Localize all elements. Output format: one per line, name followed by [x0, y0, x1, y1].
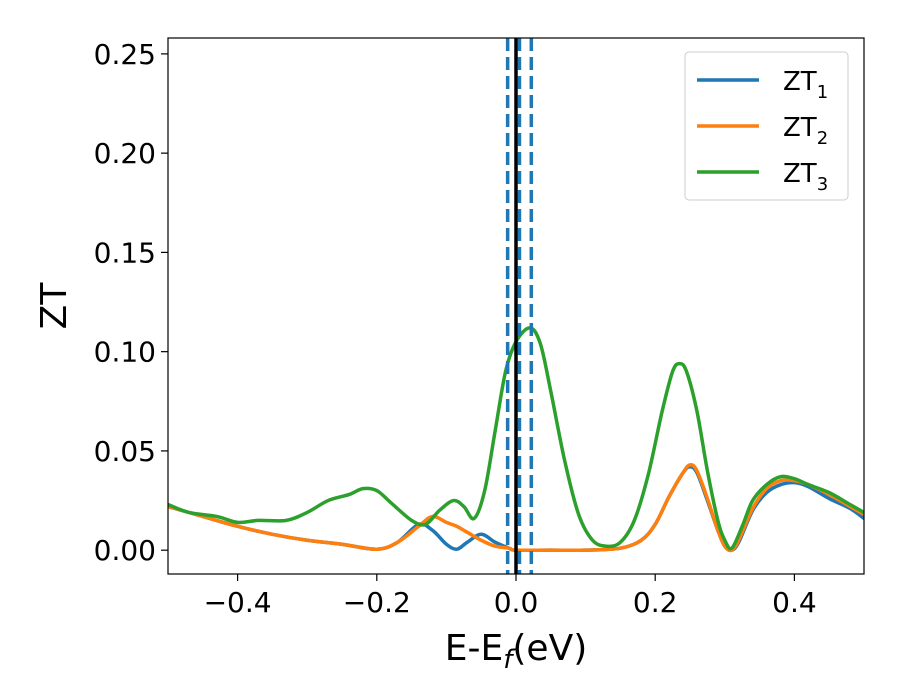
y-tick-label: 0.25 [94, 38, 156, 71]
x-tick-label: 0.4 [772, 586, 817, 619]
plot-layer [168, 326, 864, 553]
x-axis-label: E-Ef(eV) [445, 628, 588, 675]
x-axis-label-unit: (eV) [512, 628, 587, 669]
legend-entry-zt2: ZT2 [697, 113, 828, 149]
x-tick-label: −0.4 [204, 586, 272, 619]
series-line-zt3 [168, 326, 864, 551]
y-tick-label: 0.05 [94, 435, 156, 468]
y-axis-ticks: 0.00 0.05 0.10 0.15 0.20 0.25 [94, 38, 168, 567]
x-tick-label: 0.0 [494, 586, 539, 619]
series-line-zt2 [168, 462, 864, 553]
x-tick-label: −0.2 [343, 586, 411, 619]
x-axis-ticks: −0.4 −0.2 0.0 0.2 0.4 [204, 574, 817, 619]
y-tick-label: 0.10 [94, 336, 156, 369]
legend: ZT1 ZT2 ZT3 [684, 51, 849, 201]
legend-label: ZT1 [783, 67, 828, 103]
x-axis-label-main: E-E [445, 628, 503, 669]
y-axis-label: ZT [34, 282, 75, 330]
legend-entry-zt1: ZT1 [697, 67, 828, 103]
y-tick-label: 0.00 [94, 534, 156, 567]
y-tick-label: 0.15 [94, 236, 156, 269]
legend-entry-zt3: ZT3 [697, 159, 828, 195]
y-tick-label: 0.20 [94, 137, 156, 170]
legend-label: ZT2 [783, 113, 828, 149]
x-tick-label: 0.2 [633, 586, 678, 619]
legend-box [684, 51, 849, 201]
vertical-lines [505, 38, 534, 574]
legend-label: ZT3 [783, 159, 828, 195]
